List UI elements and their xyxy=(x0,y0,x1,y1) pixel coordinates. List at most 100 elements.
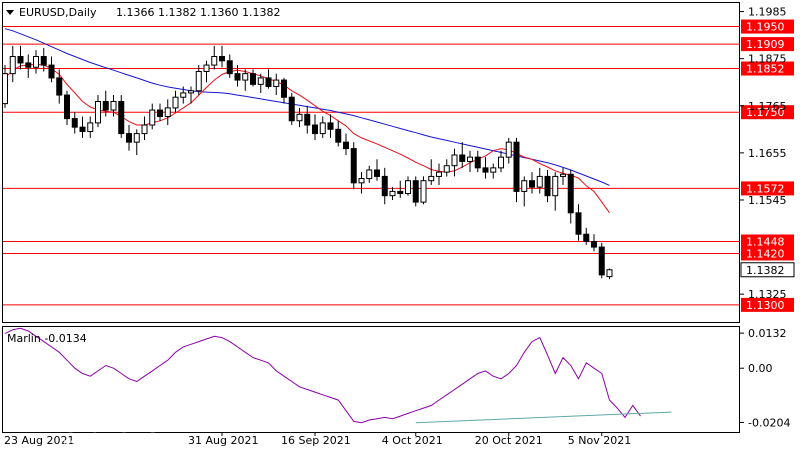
candle-body xyxy=(288,96,295,122)
candle-body xyxy=(304,113,311,126)
candle-body xyxy=(312,124,318,135)
candle-body xyxy=(33,56,39,68)
candle-body xyxy=(296,113,303,122)
candle xyxy=(226,54,233,78)
candle xyxy=(265,69,272,89)
price-tick-label: 1.1545 xyxy=(748,194,787,207)
candle xyxy=(71,112,78,134)
candle xyxy=(180,86,187,104)
level-tag xyxy=(741,105,794,120)
candle xyxy=(451,148,458,177)
candle xyxy=(195,65,202,96)
level-tag xyxy=(741,181,794,196)
indicator-tick-label: -0.0204 xyxy=(748,416,790,429)
candle xyxy=(118,95,125,138)
candle-body xyxy=(335,128,342,143)
candle-body xyxy=(459,154,466,162)
candle xyxy=(513,137,520,203)
candle-body xyxy=(281,79,287,98)
candle xyxy=(420,176,427,205)
candle xyxy=(575,204,582,241)
time-tick-label: 4 Oct 2021 xyxy=(382,434,443,447)
candle-body xyxy=(250,73,256,85)
candle xyxy=(428,159,435,185)
price-axis: 1.1985 1.1875 1.1765 1.1655 1.1545 1.1325 1.13… xyxy=(740,6,795,301)
candle xyxy=(583,227,590,245)
candle-body xyxy=(405,180,411,195)
candle-body xyxy=(583,233,590,243)
candle-body xyxy=(64,94,70,120)
level-tag-label: 1.1852 xyxy=(746,63,785,76)
candle xyxy=(133,129,140,156)
candle xyxy=(273,73,280,96)
candle xyxy=(250,69,256,87)
candle-body xyxy=(591,241,597,248)
candle xyxy=(126,125,132,151)
candle xyxy=(374,159,380,181)
candle xyxy=(405,176,411,196)
current-price-label: 1.1382 xyxy=(746,264,785,277)
candle xyxy=(64,90,70,126)
candle-body xyxy=(48,64,55,79)
candle-body xyxy=(126,133,132,143)
candle xyxy=(358,172,365,194)
price-tick-label: 1.1875 xyxy=(748,53,787,66)
candle xyxy=(591,234,597,252)
candle xyxy=(521,176,528,207)
candle-body xyxy=(544,175,551,197)
candle-body xyxy=(598,246,605,276)
candle xyxy=(56,69,63,104)
candle xyxy=(211,45,218,70)
candle xyxy=(102,90,109,117)
candle xyxy=(498,150,504,173)
candle-body xyxy=(420,180,427,203)
candle-body xyxy=(567,173,574,214)
candle-body xyxy=(327,122,334,130)
candle-body xyxy=(474,156,481,169)
candle-body xyxy=(428,175,435,182)
instaforex-logo: instaforex Instant Forex Trading xyxy=(10,404,176,449)
collapse-triangle-icon[interactable] xyxy=(6,10,14,15)
candle xyxy=(110,95,117,117)
candle-body xyxy=(40,56,47,66)
candle-body xyxy=(102,100,109,111)
candle xyxy=(33,50,39,74)
candle-body xyxy=(412,180,419,203)
logo-mark-icon xyxy=(10,404,32,424)
candle-body xyxy=(203,64,210,73)
candle-body xyxy=(358,178,365,184)
candle-body xyxy=(350,148,357,184)
candle xyxy=(288,92,295,126)
level-tag xyxy=(741,37,794,52)
level-tag xyxy=(741,246,794,261)
time-tick-label: 20 Oct 2021 xyxy=(475,434,543,447)
candle xyxy=(48,56,55,83)
price-tick-label: 1.1325 xyxy=(748,288,787,301)
candle xyxy=(40,47,47,72)
price-tick-label: 1.1655 xyxy=(748,147,787,160)
indicator-pane xyxy=(2,326,740,433)
candle xyxy=(25,54,32,78)
candle xyxy=(412,176,419,207)
candle-body xyxy=(9,56,16,75)
candle xyxy=(157,103,163,121)
candle-body xyxy=(17,56,24,64)
level-tag-label: 1.1448 xyxy=(746,236,785,249)
candle xyxy=(560,167,566,185)
candlesticks xyxy=(2,45,613,280)
candle xyxy=(389,187,396,200)
candle xyxy=(544,169,551,203)
candle xyxy=(219,45,225,68)
logo-brand: instaforex xyxy=(38,410,176,438)
candle-body xyxy=(536,175,543,188)
candle-body xyxy=(141,124,148,135)
candle-body xyxy=(521,180,528,192)
candle xyxy=(234,65,241,87)
candle-body xyxy=(498,156,504,169)
candle xyxy=(482,157,489,179)
candle xyxy=(2,65,8,108)
candle xyxy=(141,116,148,141)
candle xyxy=(95,95,101,128)
candle-body xyxy=(157,109,163,117)
candle-body xyxy=(381,175,388,197)
